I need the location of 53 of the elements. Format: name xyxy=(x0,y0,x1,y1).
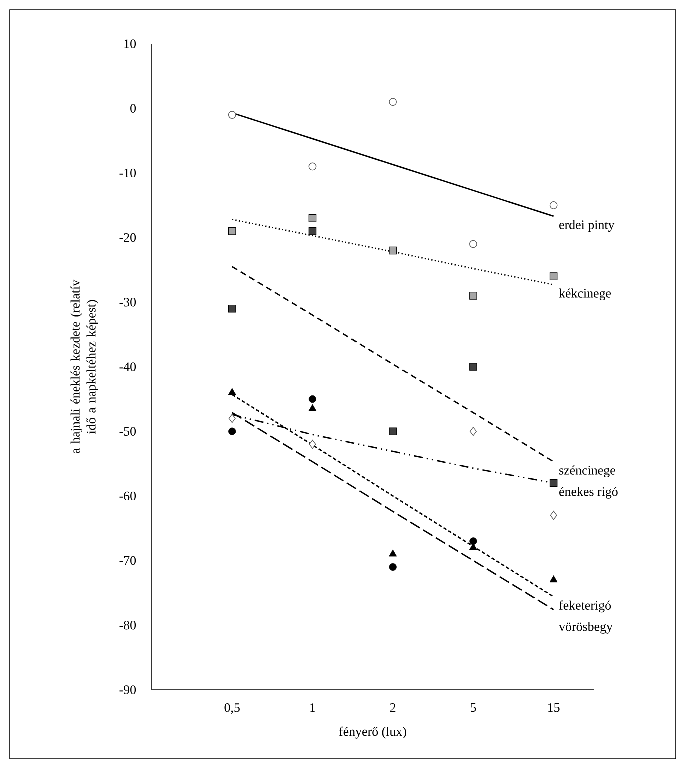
x-tick-label: 15 xyxy=(548,703,560,712)
point xyxy=(309,440,316,450)
point xyxy=(228,388,236,396)
series-label: erdei pinty xyxy=(560,220,615,232)
y-tick-label: -10 xyxy=(120,168,136,178)
y-tick-label: -90 xyxy=(120,686,136,694)
point xyxy=(389,563,397,572)
point xyxy=(470,427,477,436)
line-series xyxy=(232,219,555,286)
x-tick-label: 5 xyxy=(470,703,476,712)
point xyxy=(550,576,558,583)
point xyxy=(228,428,236,436)
series-label: kékcinege xyxy=(559,288,612,301)
point xyxy=(470,363,478,371)
y-tick-label: -30 xyxy=(120,298,136,307)
series-label: feketerigó xyxy=(559,600,612,613)
y-tick-label: -60 xyxy=(120,492,136,501)
point xyxy=(308,162,317,171)
point xyxy=(470,538,478,546)
y-tick-label: 0 xyxy=(130,104,136,113)
point xyxy=(228,414,236,424)
y-tick-label: -70 xyxy=(120,556,136,566)
y-tick-label: -50 xyxy=(120,427,136,436)
point xyxy=(228,111,236,119)
point xyxy=(389,550,398,557)
point xyxy=(389,98,398,106)
point xyxy=(550,479,558,488)
y-tick-label: 10 xyxy=(124,40,136,48)
point xyxy=(470,240,478,248)
point xyxy=(389,246,397,255)
point xyxy=(228,304,236,313)
line-series xyxy=(232,266,555,463)
point xyxy=(308,404,317,412)
x-axis-title: fényerő (lux) xyxy=(339,726,406,739)
series-label: széncinege xyxy=(560,466,616,478)
x-tick-label: 0,5 xyxy=(224,703,240,714)
point xyxy=(550,511,558,520)
point xyxy=(308,214,317,222)
point xyxy=(308,396,317,404)
x-tick-label: 2 xyxy=(390,703,396,712)
point xyxy=(550,202,558,210)
point xyxy=(389,428,397,436)
point xyxy=(550,272,558,280)
y-tick-label: -80 xyxy=(120,621,136,630)
y-tick-label: -40 xyxy=(120,362,136,372)
y-axis-title: a hajnali éneklés kezdete (relatív idő a napkeltéhez képest) xyxy=(70,280,98,454)
series-label: vörösbegy xyxy=(559,622,613,634)
y-tick-label: -20 xyxy=(120,233,136,242)
point xyxy=(228,227,236,236)
series-label: énekes rigó xyxy=(560,487,618,499)
point xyxy=(308,227,317,236)
point xyxy=(470,292,478,300)
x-tick-label: 1 xyxy=(310,703,316,712)
